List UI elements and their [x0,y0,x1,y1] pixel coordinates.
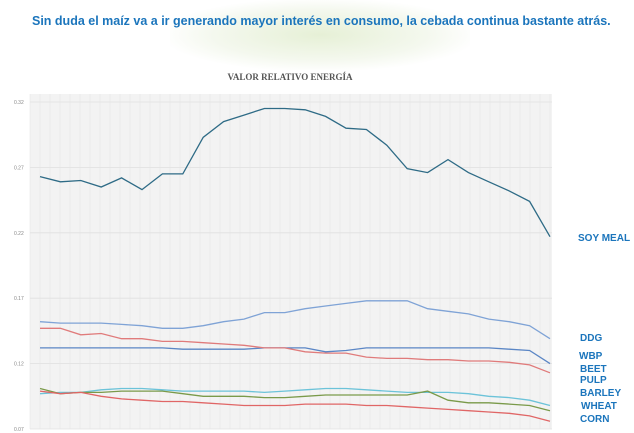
series-line-beet-pulp [40,327,551,374]
series-line-ddg [39,300,551,340]
y-tick-label: 0.12 [14,362,24,368]
headline: Sin duda el maíz va a ir generando mayor… [32,14,611,28]
chart-title: VALOR RELATIVO ENERGÍA [227,72,353,82]
series-label-beet-pulp: BEET PULP [580,364,607,386]
y-tick-label: 0.27 [14,165,24,171]
y-tick-label: 0.17 [14,296,24,302]
plot-area [30,94,552,429]
y-tick-label: 0.07 [14,427,24,433]
series-line-soy-meal [39,107,551,238]
series-line-wheat [39,387,551,412]
y-tick-label: 0.22 [14,231,24,237]
y-tick-label: 0.32 [14,100,24,106]
series-line-wbp [40,347,551,365]
series-label-ddg: DDG [580,333,603,344]
series-label-wbp: WBP [579,351,603,362]
series-line-corn [39,390,551,422]
series-line-barley [39,387,551,407]
series-label-barley: BARLEY [580,388,622,399]
series-label-corn: CORN [580,414,610,425]
series-label-wheat: WHEAT [581,401,617,412]
background-watermark [170,0,470,70]
series-label-soy-meal: SOY MEAL [578,233,631,244]
